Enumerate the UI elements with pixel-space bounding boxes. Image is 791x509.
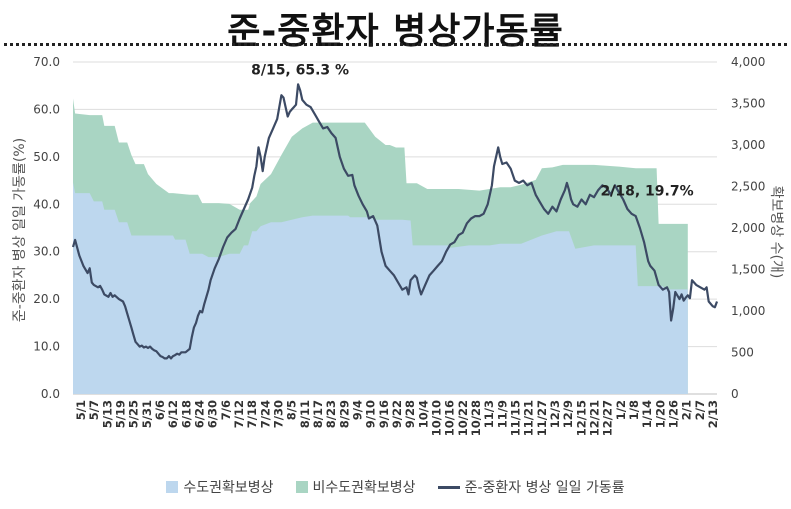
- x-tick-label: 8/5: [285, 400, 299, 420]
- legend-label-capital: 수도권확보병상: [183, 480, 274, 496]
- legend-label-noncapital: 비수도권확보병상: [312, 480, 416, 496]
- left-tick-label: 30.0: [33, 245, 60, 259]
- right-tick-label: 3,500: [731, 97, 765, 111]
- left-tick-label: 10.0: [33, 340, 60, 354]
- x-tick-label: 6/24: [193, 400, 207, 428]
- left-tick-label: 70.0: [33, 55, 60, 69]
- left-axis-ticks: 0.0 10.0 20.0 30.0 40.0 50.0 60.0 70.0: [33, 55, 60, 401]
- x-tick-label: 1/2: [614, 400, 628, 420]
- right-tick-label: 2,500: [731, 180, 765, 194]
- right-tick-label: 500: [731, 346, 754, 360]
- right-tick-label: 2,000: [731, 221, 765, 235]
- right-tick-label: 3,000: [731, 138, 765, 152]
- x-tick-label: 1/26: [667, 400, 681, 428]
- x-tick-label: 12/9: [561, 400, 575, 428]
- x-tick-label: 10/4: [416, 400, 430, 428]
- x-tick-label: 9/4: [351, 400, 365, 420]
- x-axis-ticks: 5/1 5/7 5/13 5/19 5/25 5/31 6/6 6/12 6/18 6/24 6/3…: [74, 400, 720, 436]
- x-tick-label: 2/1: [680, 400, 694, 420]
- x-tick-label: 12/15: [574, 400, 588, 436]
- x-tick-label: 5/25: [127, 400, 141, 428]
- occupancy-rate-line: [71, 83, 719, 360]
- x-tick-label: 1/20: [653, 400, 667, 428]
- left-tick-label: 40.0: [33, 197, 60, 211]
- annotations: 8/15, 65.3 % 2/18, 19.7%: [251, 62, 694, 199]
- x-tick-label: 8/23: [324, 400, 338, 428]
- x-tick-label: 1/8: [627, 400, 641, 420]
- x-tick-label: 1/14: [640, 400, 654, 428]
- x-tick-label: 10/16: [443, 400, 457, 436]
- x-tick-label: 7/30: [272, 400, 286, 428]
- annotation-label: 8/15, 65.3 %: [251, 62, 349, 78]
- x-tick-label: 6/30: [206, 400, 220, 428]
- x-tick-label: 11/27: [535, 400, 549, 436]
- left-tick-label: 60.0: [33, 102, 60, 116]
- legend-item-noncapital: 비수도권확보병상: [295, 477, 416, 497]
- right-axis-title: 확보병상 수(개): [768, 186, 784, 279]
- x-tick-label: 8/11: [298, 400, 312, 428]
- right-tick-label: 4,000: [731, 55, 765, 69]
- x-tick-label: 12/21: [588, 400, 602, 436]
- left-tick-label: 50.0: [33, 150, 60, 164]
- noncapital-swatch: [295, 481, 308, 493]
- right-tick-label: 0: [731, 387, 739, 401]
- left-tick-label: 20.0: [33, 292, 60, 306]
- left-axis-title: 준-중환자 병상 일일 가동률(%): [12, 138, 28, 322]
- x-tick-label: 9/22: [390, 400, 404, 428]
- x-tick-label: 12/27: [601, 400, 615, 436]
- x-tick-label: 11/15: [509, 400, 523, 436]
- x-tick-label: 10/10: [430, 400, 444, 436]
- x-tick-label: 9/16: [377, 400, 391, 428]
- annotation-label: 2/18, 19.7%: [601, 184, 694, 200]
- x-tick-label: 10/22: [456, 400, 470, 436]
- x-tick-label: 11/3: [482, 400, 496, 428]
- x-tick-label: 9/28: [403, 400, 417, 428]
- x-tick-label: 7/18: [245, 400, 259, 428]
- legend-label-rate: 준-중환자 병상 일일 가동률: [464, 480, 625, 496]
- x-tick-label: 11/21: [522, 400, 536, 436]
- x-tick-label: 9/10: [364, 400, 378, 428]
- capital-swatch: [166, 481, 179, 493]
- x-tick-label: 2/7: [693, 400, 707, 420]
- capital-beds-area: [73, 182, 688, 394]
- right-tick-label: 1,000: [731, 304, 765, 318]
- chart: 8/15, 65.3 % 2/18, 19.7% 0.0 10.0 20.0 30.0 4…: [12, 55, 784, 436]
- x-tick-label: 11/9: [495, 400, 509, 428]
- x-tick-label: 10/28: [469, 400, 483, 436]
- x-tick-label: 7/6: [219, 400, 233, 420]
- left-tick-label: 0.0: [41, 387, 60, 401]
- title-divider: [4, 43, 787, 46]
- x-tick-label: 5/19: [114, 400, 128, 428]
- rate-line-swatch: [437, 485, 460, 489]
- x-tick-label: 2/13: [706, 400, 720, 428]
- x-tick-label: 8/17: [311, 400, 325, 428]
- x-tick-label: 8/29: [337, 400, 351, 428]
- x-tick-label: 6/12: [166, 400, 180, 428]
- x-tick-label: 5/7: [87, 400, 101, 420]
- legend-item-rate: 준-중환자 병상 일일 가동률: [437, 477, 625, 497]
- right-axis-ticks: 0 500 1,000 1,500 2,000 2,500 3,000 3,500 4,000: [731, 55, 765, 401]
- x-tick-label: 6/6: [153, 400, 167, 420]
- x-tick-label: 5/1: [74, 400, 88, 420]
- x-tick-label: 5/13: [100, 400, 114, 428]
- x-tick-label: 5/31: [140, 400, 154, 428]
- x-tick-label: 6/18: [179, 400, 193, 428]
- right-tick-label: 1,500: [731, 263, 765, 277]
- x-tick-label: 12/3: [548, 400, 562, 428]
- legend: 수도권확보병상 비수도권확보병상 준-중환자 병상 일일 가동률: [0, 474, 791, 500]
- x-tick-label: 7/12: [232, 400, 246, 428]
- x-tick-label: 7/24: [258, 400, 272, 428]
- legend-item-capital: 수도권확보병상: [166, 477, 274, 497]
